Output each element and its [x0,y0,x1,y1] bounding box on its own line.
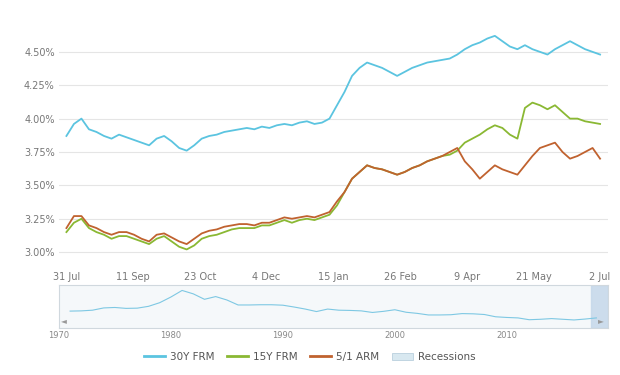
Legend: 30Y FRM, 15Y FRM, 5/1 ARM, Recessions: 30Y FRM, 15Y FRM, 5/1 ARM, Recessions [140,348,480,366]
Text: ►: ► [598,316,604,325]
Text: ◄: ◄ [61,316,66,325]
Bar [591,285,608,328]
